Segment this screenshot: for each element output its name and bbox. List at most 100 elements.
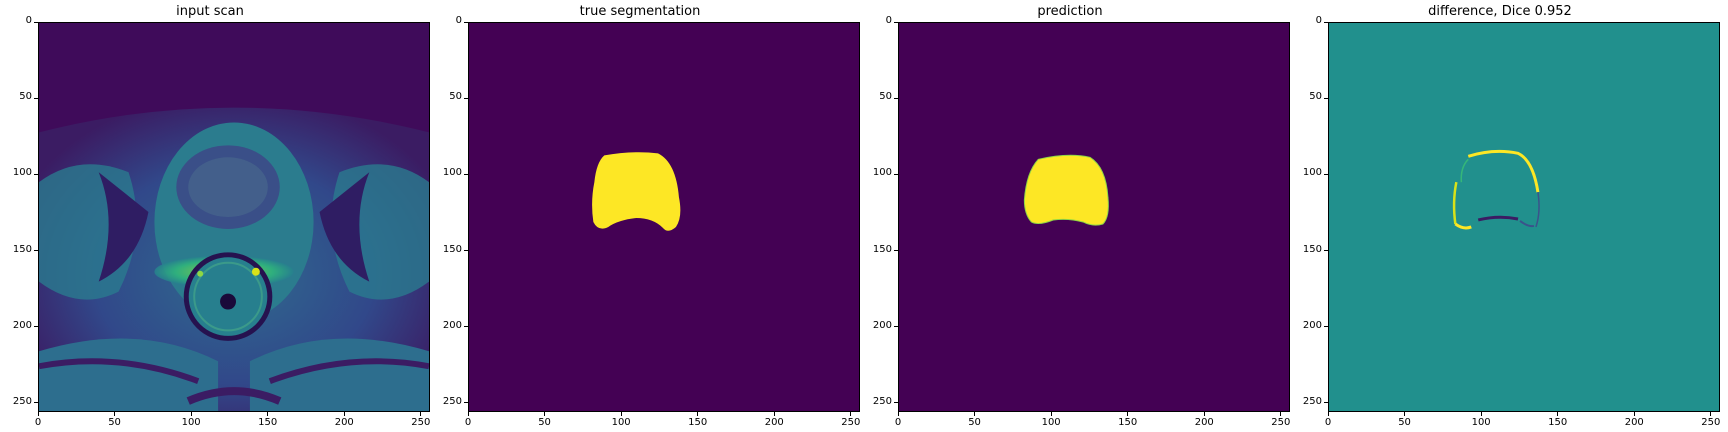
y-tick-mark: [34, 402, 38, 404]
y-tick-label: 0: [885, 15, 892, 26]
x-tick-label: 50: [108, 417, 121, 428]
x-tick-mark: [190, 412, 192, 416]
y-tick-label: 100: [1302, 167, 1322, 179]
y-tick-label: 150: [872, 243, 892, 255]
x-tick-mark: [1480, 412, 1482, 416]
x-tick-label: 100: [1041, 417, 1061, 428]
x-tick-mark: [114, 412, 116, 416]
y-tick-mark: [1324, 173, 1328, 175]
x-tick-label: 50: [538, 417, 551, 428]
x-tick-mark: [620, 412, 622, 416]
x-tick-label: 250: [1271, 417, 1291, 428]
y-tick-mark: [464, 173, 468, 175]
y-tick-label: 0: [25, 15, 32, 26]
y-tick-mark: [464, 402, 468, 404]
y-tick-mark: [894, 402, 898, 404]
y-tick-mark: [464, 250, 468, 252]
y-tick-label: 50: [879, 91, 892, 103]
x-tick-label: 250: [411, 417, 431, 428]
y-tick-label: 100: [872, 167, 892, 179]
panel-title: difference, Dice 0.952: [1428, 4, 1572, 19]
y-tick-label: 250: [12, 395, 32, 407]
panel-input-scan: input scan: [0, 0, 430, 432]
y-tick-label: 200: [12, 319, 32, 331]
x-tick-mark: [1280, 412, 1282, 416]
y-tick-mark: [34, 250, 38, 252]
x-tick-label: 100: [1471, 417, 1491, 428]
y-tick-label: 200: [872, 319, 892, 331]
y-tick-mark: [464, 326, 468, 328]
x-tick-label: 150: [1548, 417, 1568, 428]
image-prediction: [898, 22, 1290, 412]
panel-title: input scan: [176, 4, 244, 19]
image-input-scan: [38, 22, 430, 412]
y-tick-label: 100: [12, 167, 32, 179]
x-tick-mark: [773, 412, 775, 416]
y-tick-mark: [894, 97, 898, 99]
x-tick-label: 150: [258, 417, 278, 428]
x-tick-label: 0: [34, 417, 42, 428]
x-tick-mark: [974, 412, 976, 416]
x-tick-mark: [1327, 412, 1329, 416]
x-tick-mark: [1203, 412, 1205, 416]
x-tick-mark: [697, 412, 699, 416]
y-tick-label: 250: [1302, 395, 1322, 407]
y-tick-label: 0: [455, 15, 462, 26]
x-tick-label: 200: [764, 417, 784, 428]
y-tick-label: 150: [442, 243, 462, 255]
x-tick-label: 200: [334, 417, 354, 428]
y-tick-mark: [464, 97, 468, 99]
y-tick-mark: [1324, 250, 1328, 252]
y-tick-label: 0: [1315, 15, 1322, 26]
x-tick-label: 200: [1624, 417, 1644, 428]
x-tick-label: 0: [1324, 417, 1332, 428]
x-tick-label: 200: [1194, 417, 1214, 428]
panel-difference: difference, Dice 0.952: [1290, 0, 1720, 432]
panel-prediction: prediction: [860, 0, 1290, 432]
y-tick-mark: [34, 173, 38, 175]
y-tick-mark: [1324, 326, 1328, 328]
x-tick-mark: [37, 412, 39, 416]
y-tick-label: 100: [442, 167, 462, 179]
x-tick-mark: [1557, 412, 1559, 416]
y-tick-label: 200: [1302, 319, 1322, 331]
x-tick-mark: [897, 412, 899, 416]
x-tick-label: 150: [1118, 417, 1138, 428]
y-tick-label: 250: [442, 395, 462, 407]
panel-true-segmentation: true segmentation: [430, 0, 860, 432]
y-tick-mark: [34, 326, 38, 328]
x-tick-mark: [467, 412, 469, 416]
x-tick-mark: [343, 412, 345, 416]
x-tick-mark: [544, 412, 546, 416]
x-tick-mark: [1633, 412, 1635, 416]
y-tick-mark: [894, 21, 898, 23]
x-tick-mark: [267, 412, 269, 416]
panel-title: prediction: [1037, 4, 1103, 19]
y-tick-mark: [894, 173, 898, 175]
y-tick-mark: [1324, 402, 1328, 404]
x-tick-mark: [420, 412, 422, 416]
y-tick-label: 50: [19, 91, 32, 103]
y-tick-label: 150: [1302, 243, 1322, 255]
y-tick-mark: [34, 21, 38, 23]
y-tick-label: 200: [442, 319, 462, 331]
x-tick-label: 250: [841, 417, 861, 428]
y-tick-mark: [34, 97, 38, 99]
x-tick-label: 0: [894, 417, 902, 428]
x-tick-mark: [1127, 412, 1129, 416]
y-tick-mark: [894, 250, 898, 252]
y-tick-mark: [1324, 97, 1328, 99]
y-tick-mark: [464, 21, 468, 23]
x-tick-label: 150: [688, 417, 708, 428]
y-tick-label: 50: [1309, 91, 1322, 103]
y-tick-label: 250: [872, 395, 892, 407]
y-tick-label: 150: [12, 243, 32, 255]
x-tick-label: 100: [611, 417, 631, 428]
x-tick-mark: [1404, 412, 1406, 416]
image-difference: [1328, 22, 1720, 412]
panel-title: true segmentation: [579, 4, 701, 19]
y-tick-label: 50: [449, 91, 462, 103]
y-tick-mark: [894, 326, 898, 328]
x-tick-label: 100: [181, 417, 201, 428]
x-tick-label: 50: [1398, 417, 1411, 428]
